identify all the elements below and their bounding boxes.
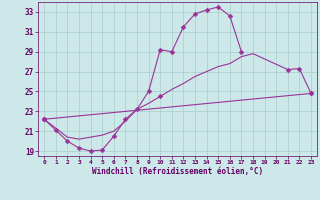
X-axis label: Windchill (Refroidissement éolien,°C): Windchill (Refroidissement éolien,°C) <box>92 167 263 176</box>
